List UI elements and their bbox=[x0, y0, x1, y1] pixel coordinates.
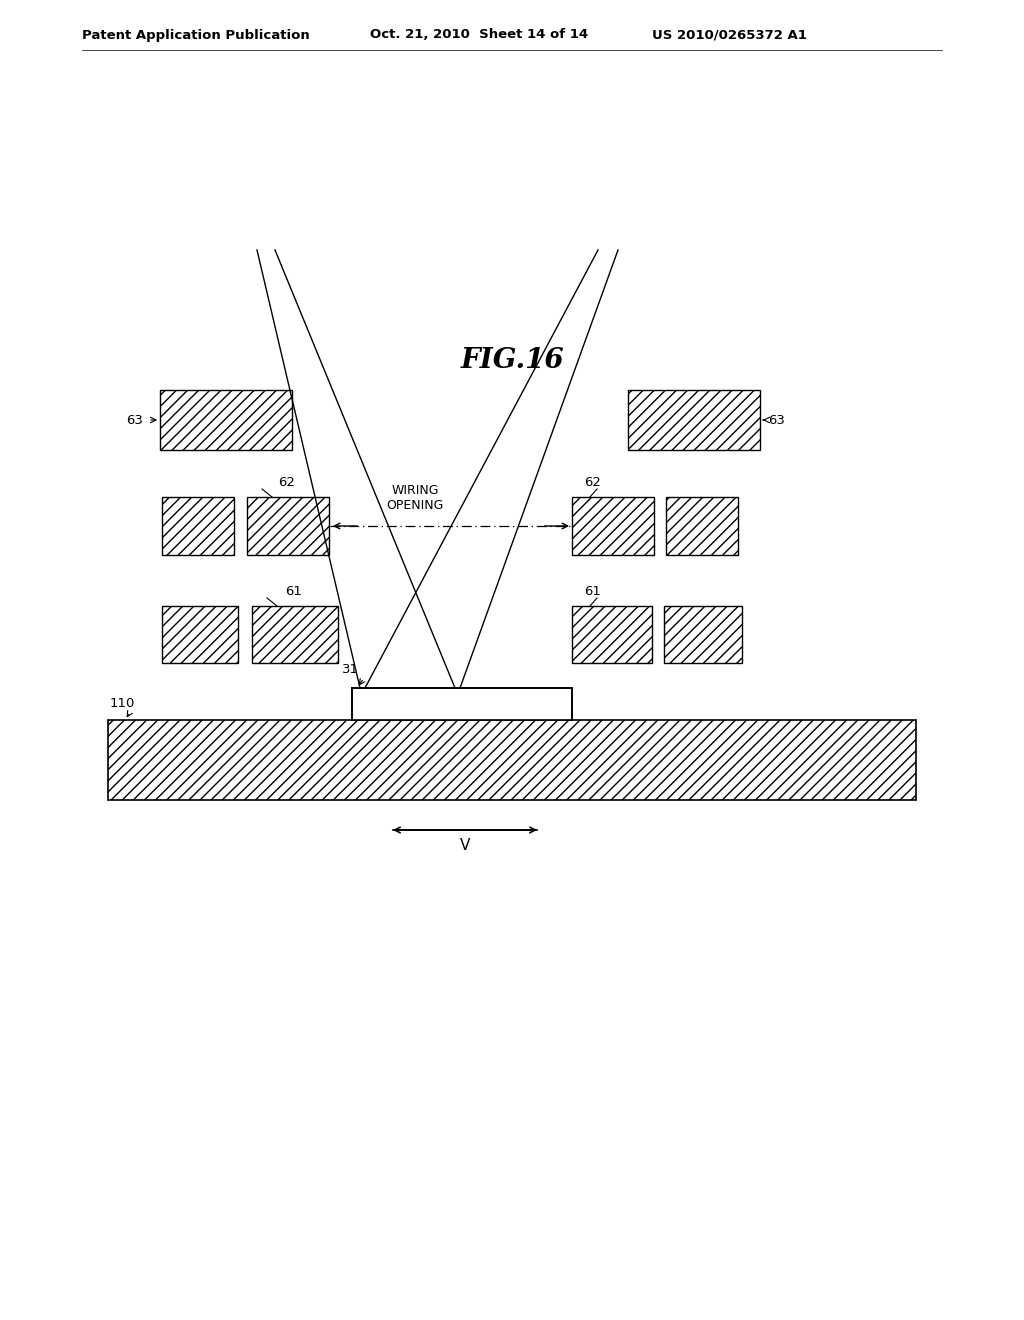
Text: 61: 61 bbox=[584, 585, 601, 598]
Text: 62: 62 bbox=[278, 477, 295, 488]
Text: 61: 61 bbox=[285, 585, 302, 598]
Text: FIG.16: FIG.16 bbox=[460, 346, 564, 374]
Text: 63: 63 bbox=[126, 413, 143, 426]
Bar bbox=[162, 606, 238, 663]
Bar bbox=[664, 606, 742, 663]
Text: 62: 62 bbox=[584, 477, 601, 488]
Bar bbox=[572, 498, 654, 554]
Text: 31: 31 bbox=[342, 663, 359, 676]
Bar bbox=[160, 389, 292, 450]
Bar bbox=[247, 498, 329, 554]
Text: US 2010/0265372 A1: US 2010/0265372 A1 bbox=[652, 29, 807, 41]
Text: Patent Application Publication: Patent Application Publication bbox=[82, 29, 309, 41]
Text: 63: 63 bbox=[768, 413, 784, 426]
Text: 110: 110 bbox=[110, 697, 135, 710]
Bar bbox=[352, 688, 572, 719]
Text: Oct. 21, 2010  Sheet 14 of 14: Oct. 21, 2010 Sheet 14 of 14 bbox=[370, 29, 588, 41]
Bar bbox=[666, 498, 738, 554]
Bar bbox=[108, 719, 916, 800]
Bar bbox=[162, 498, 234, 554]
Text: WIRING
OPENING: WIRING OPENING bbox=[386, 484, 443, 512]
Text: V: V bbox=[460, 838, 470, 853]
Bar bbox=[252, 606, 338, 663]
Bar bbox=[572, 606, 652, 663]
Bar bbox=[628, 389, 760, 450]
